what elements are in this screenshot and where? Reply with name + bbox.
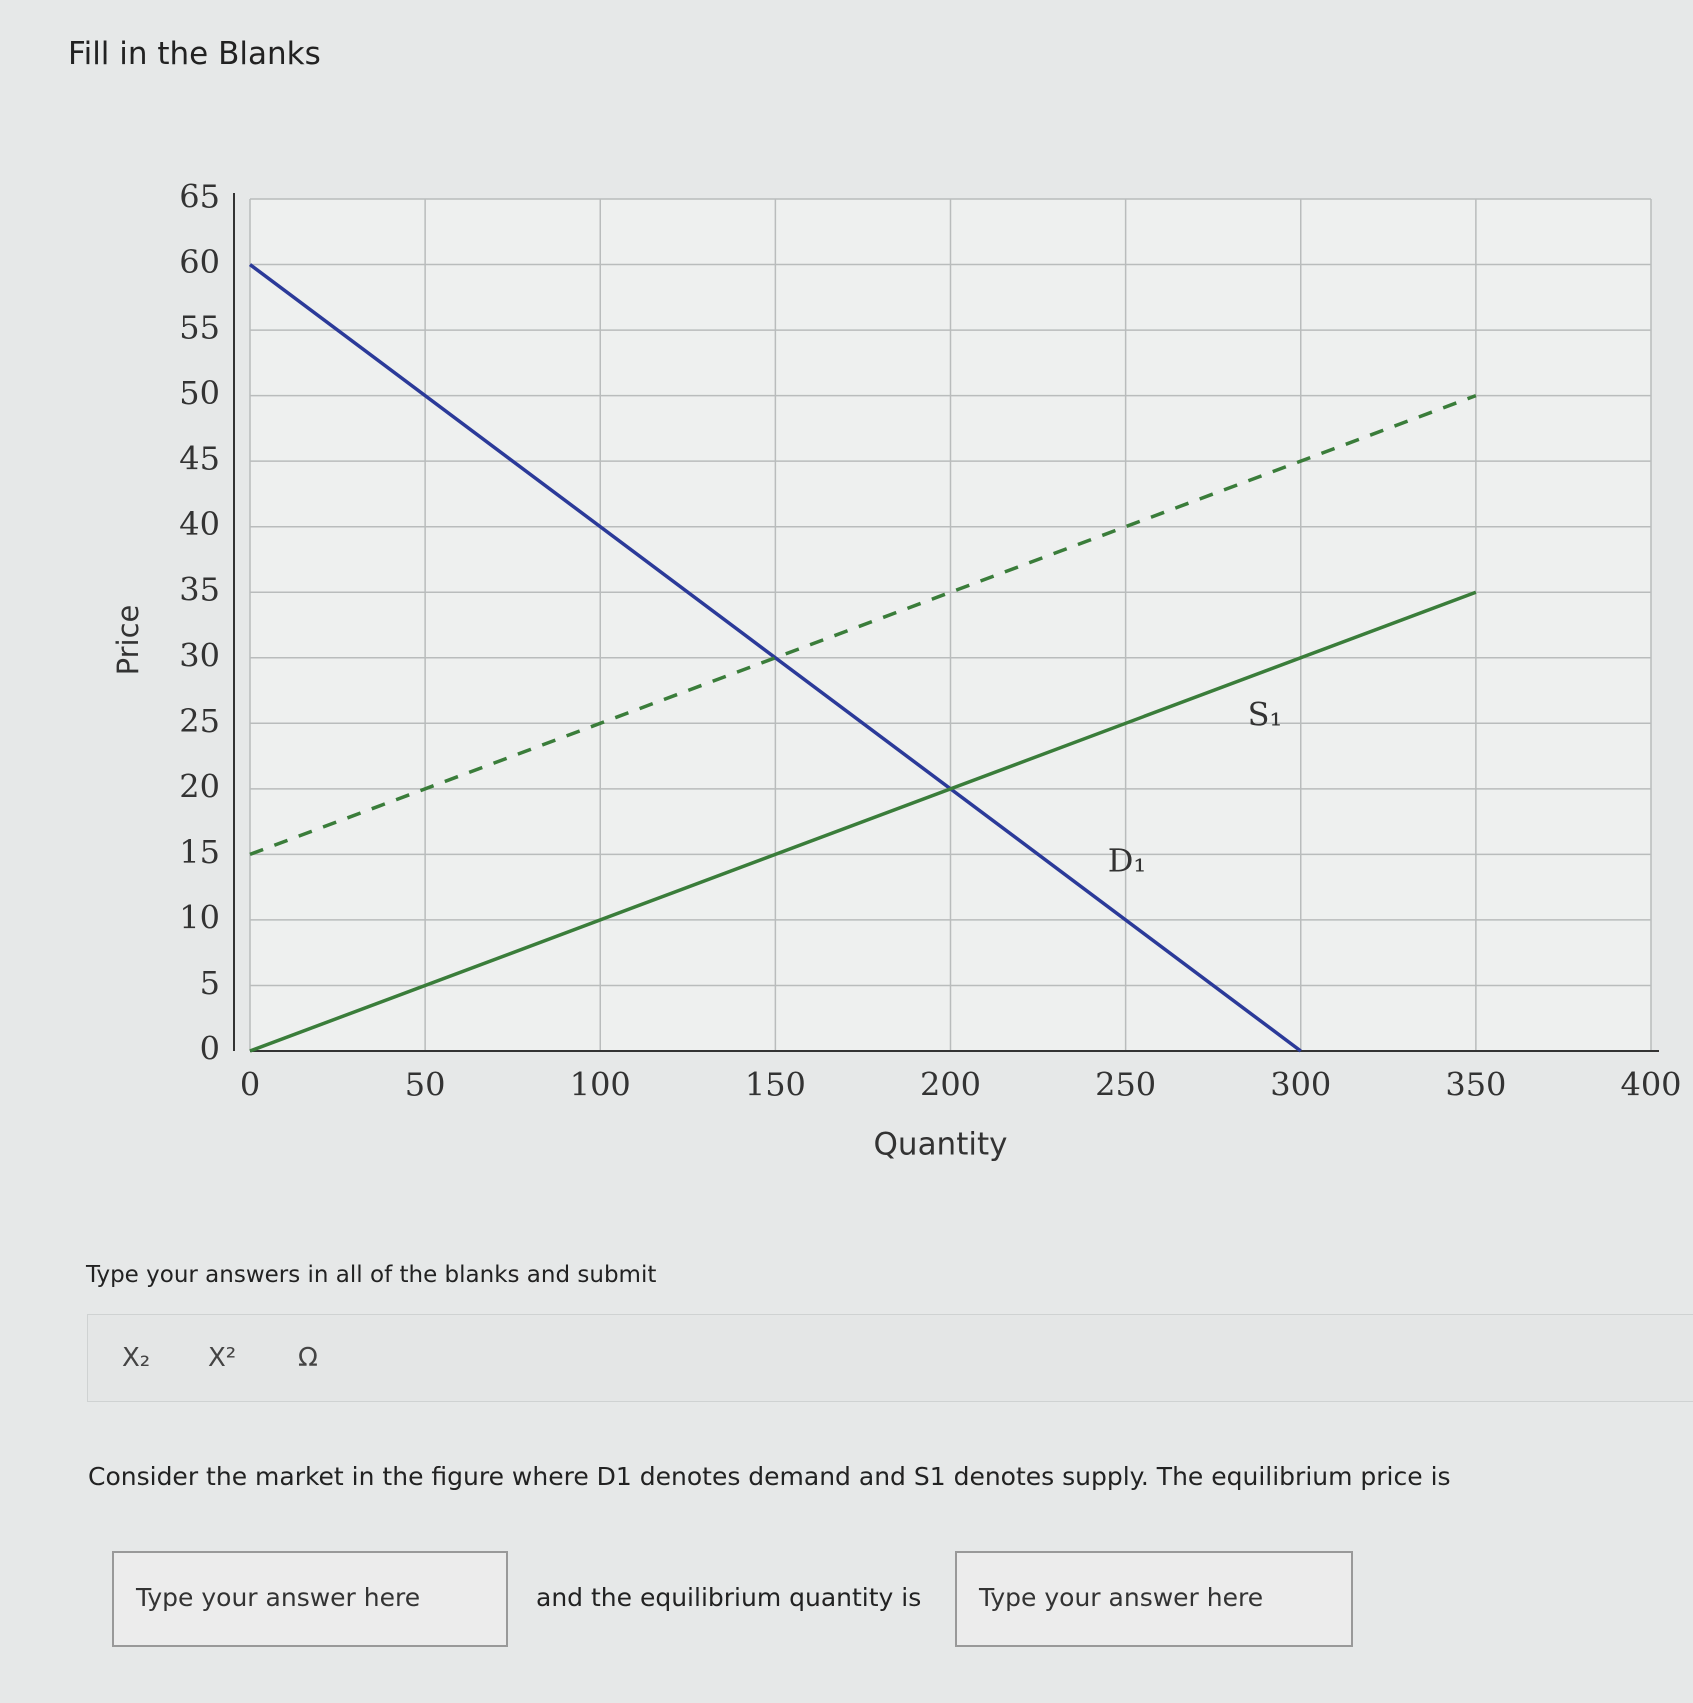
y-tick-label: 20 <box>179 767 220 805</box>
y-tick-label: 50 <box>179 374 220 412</box>
y-tick-label: 0 <box>200 1030 220 1068</box>
symbol-button[interactable]: Ω <box>298 1343 318 1373</box>
placeholder: Type your answer here <box>979 1583 1264 1612</box>
x-tick-label: 250 <box>1095 1066 1156 1104</box>
answer-input[interactable]: Type your answer here <box>955 1551 1353 1647</box>
line-label: S₁ <box>1248 696 1283 734</box>
series-line <box>249 393 1477 857</box>
question: Consider the market in the figure where … <box>88 1462 1451 1491</box>
y-axis-label: Price <box>111 605 145 676</box>
series-line <box>248 263 1302 1053</box>
answer-input[interactable]: Type your answer here <box>112 1551 508 1647</box>
y-tick-label: 30 <box>179 636 220 674</box>
y-tick-label: 35 <box>179 571 220 609</box>
x-tick-label: 150 <box>745 1066 806 1104</box>
y-tick-label: 25 <box>179 702 220 740</box>
chart: 0 5 10 15 20 25 30 35 40 45 50 55 60 65 0 50 100 150 200 25… <box>111 178 1682 1163</box>
connector-text: and the equilibrium quantity is <box>536 1583 922 1612</box>
subscript-button[interactable]: X₂ <box>122 1343 151 1373</box>
y-tick-label: 40 <box>179 505 220 543</box>
superscript-button[interactable]: X² <box>208 1343 237 1373</box>
x-tick-label: 200 <box>920 1066 981 1104</box>
x-tick-label: 50 <box>405 1066 446 1104</box>
x-tick-label: 0 <box>240 1066 260 1104</box>
x-axis-label: Quantity <box>874 1127 1008 1163</box>
line-label: D₁ <box>1108 842 1146 880</box>
y-tick-label: 5 <box>200 964 220 1002</box>
x-tick-label: 100 <box>570 1066 631 1104</box>
x-tick-label: 400 <box>1620 1066 1681 1104</box>
y-tick-label: 65 <box>179 178 220 216</box>
y-tick-label: 15 <box>179 833 220 871</box>
placeholder: Type your answer here <box>136 1583 421 1612</box>
x-tick-label: 300 <box>1270 1066 1331 1104</box>
series-line <box>249 590 1477 1053</box>
y-tick-label: 55 <box>179 309 220 347</box>
y-tick-label: 45 <box>179 440 220 478</box>
x-tick-label: 350 <box>1445 1066 1506 1104</box>
toolbar: X₂ X² Ω <box>87 1314 1693 1402</box>
y-tick-label: 60 <box>179 243 220 281</box>
y-tick-label: 10 <box>179 898 220 936</box>
instruction: Type your answers in all of the blanks a… <box>86 1262 657 1288</box>
heading: Fill in the Blanks <box>68 36 321 72</box>
